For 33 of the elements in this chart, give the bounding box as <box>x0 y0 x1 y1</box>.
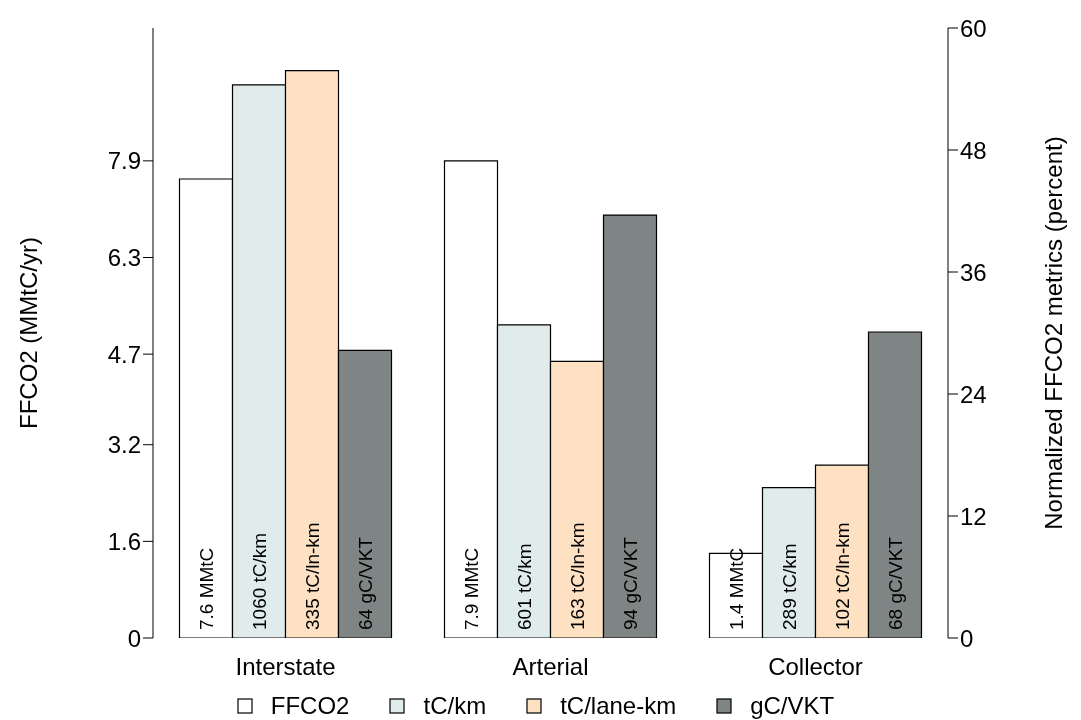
data-label: 1.4 MMtC <box>725 547 747 630</box>
annotation: 94 gC/VKT <box>619 536 641 630</box>
y-tick-label: 7.9 <box>107 147 141 175</box>
x-tick-label: Collector <box>768 653 863 681</box>
annotation: 335 tC/ln-km <box>301 522 323 630</box>
y2-tick-label: 36 <box>960 258 987 286</box>
annotation: 289 tC/km <box>778 543 800 630</box>
x-tick-label: Arterial <box>512 653 589 681</box>
annotation: 102 tC/ln-km <box>831 522 853 630</box>
y2-tick-label: 48 <box>960 136 987 164</box>
annotation: 68 gC/VKT <box>884 536 906 630</box>
y2-tick-label: 60 <box>960 14 987 42</box>
legend-label: gC/VKT <box>750 692 835 720</box>
annotation: 64 gC/VKT <box>354 536 376 630</box>
y-tick-label: 0 <box>127 624 141 652</box>
y-tick-label: 4.7 <box>107 340 141 368</box>
data-label: 7.6 MMtC <box>195 547 217 630</box>
y-tick-label: 3.2 <box>107 431 141 459</box>
y2-tick-label: 12 <box>960 502 987 530</box>
y2-axis-title: Normalized FFCO2 metrics (percent) <box>1039 136 1067 530</box>
legend-label: tC/lane-km <box>560 692 677 720</box>
y2-tick-label: 0 <box>960 624 974 652</box>
legend-label: tC/km <box>423 692 487 720</box>
y-tick-label: 1.6 <box>107 527 141 555</box>
annotation: 601 tC/km <box>513 543 535 630</box>
annotation: 163 tC/ln-km <box>566 522 588 630</box>
y-axis-title: FFCO2 (MMtC/yr) <box>14 237 42 429</box>
annotation: 1060 tC/km <box>248 532 270 630</box>
data-label: 7.9 MMtC <box>460 547 482 630</box>
y-tick-label: 6.3 <box>107 244 141 272</box>
legend-label: FFCO2 <box>270 692 350 720</box>
x-tick-label: Interstate <box>235 653 336 681</box>
y2-tick-label: 24 <box>960 380 987 408</box>
